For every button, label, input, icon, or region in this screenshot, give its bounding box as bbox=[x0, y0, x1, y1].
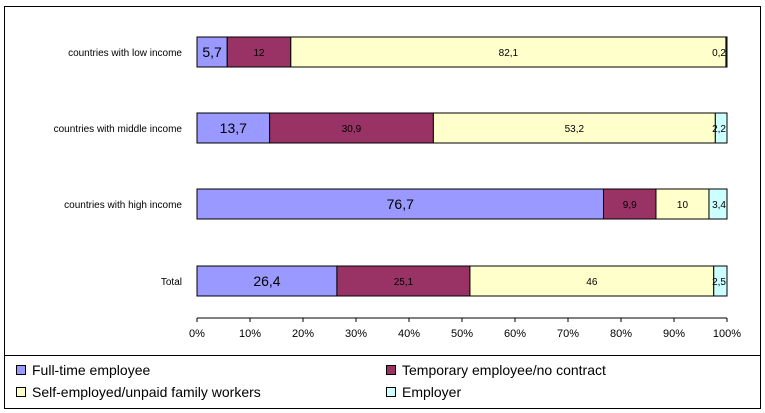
category-label: Total bbox=[161, 277, 182, 288]
bar-segment bbox=[469, 265, 715, 297]
legend: Full-time employee Temporary employee/no… bbox=[4, 355, 761, 409]
legend-item-self-employed: Self-employed/unpaid family workers bbox=[16, 384, 261, 400]
legend-item-full-time: Full-time employee bbox=[16, 362, 150, 378]
legend-item-temporary: Temporary employee/no contract bbox=[386, 362, 606, 378]
data-label: 53,2 bbox=[565, 124, 585, 135]
data-label: 76,7 bbox=[387, 196, 414, 212]
x-tick-label: 80% bbox=[610, 328, 632, 340]
bar-segment bbox=[708, 188, 728, 220]
bar-segment bbox=[725, 36, 728, 68]
legend-label-temporary: Temporary employee/no contract bbox=[402, 362, 606, 378]
legend-swatch-temporary bbox=[386, 365, 396, 375]
bar-segment bbox=[714, 112, 728, 144]
legend-item-employer: Employer bbox=[386, 384, 461, 400]
bar-segment bbox=[196, 36, 228, 68]
data-label: 30,9 bbox=[342, 124, 362, 135]
data-label: 3,4 bbox=[712, 200, 726, 211]
data-label: 26,4 bbox=[253, 273, 280, 289]
category-label: countries with high income bbox=[64, 200, 182, 211]
bar-segment bbox=[603, 188, 657, 220]
data-label: 9,9 bbox=[623, 200, 637, 211]
data-label: 13,7 bbox=[220, 120, 247, 136]
x-tick-label: 30% bbox=[345, 328, 367, 340]
data-label: 82,1 bbox=[499, 48, 519, 59]
data-label: 2,5 bbox=[712, 277, 726, 288]
legend-swatch-employer bbox=[386, 387, 396, 397]
x-tick-label: 0% bbox=[189, 328, 205, 340]
data-label: 12 bbox=[253, 48, 265, 59]
legend-swatch-full-time bbox=[16, 365, 26, 375]
x-tick-label: 50% bbox=[451, 328, 473, 340]
data-label: 2,2 bbox=[712, 124, 726, 135]
bar-segment bbox=[713, 265, 728, 297]
legend-label-full-time: Full-time employee bbox=[32, 362, 151, 378]
data-label: 0,2 bbox=[712, 48, 726, 59]
x-tick-label: 40% bbox=[398, 328, 420, 340]
x-tick-label: 70% bbox=[557, 328, 579, 340]
data-label: 46 bbox=[586, 277, 598, 288]
bar-segment bbox=[226, 36, 292, 68]
x-tick-label: 100% bbox=[713, 328, 741, 340]
data-label: 25,1 bbox=[394, 277, 414, 288]
category-label: countries with low income bbox=[68, 48, 182, 59]
x-tick-label: 90% bbox=[663, 328, 685, 340]
bar-segment bbox=[196, 265, 338, 297]
bar-segment bbox=[336, 265, 471, 297]
data-label: 5,7 bbox=[202, 44, 222, 60]
legend-swatch-self-employed bbox=[16, 387, 26, 397]
category-label: countries with middle income bbox=[54, 124, 183, 135]
x-tick-label: 10% bbox=[239, 328, 261, 340]
bar-segment bbox=[290, 36, 727, 68]
legend-label-self-employed: Self-employed/unpaid family workers bbox=[32, 384, 261, 400]
bar-segment bbox=[432, 112, 716, 144]
legend-label-employer: Employer bbox=[402, 384, 462, 400]
data-label: 10 bbox=[677, 200, 689, 211]
bar-segment bbox=[269, 112, 434, 144]
bar-segment bbox=[196, 112, 271, 144]
x-tick-label: 20% bbox=[292, 328, 314, 340]
x-tick-label: 60% bbox=[504, 328, 526, 340]
